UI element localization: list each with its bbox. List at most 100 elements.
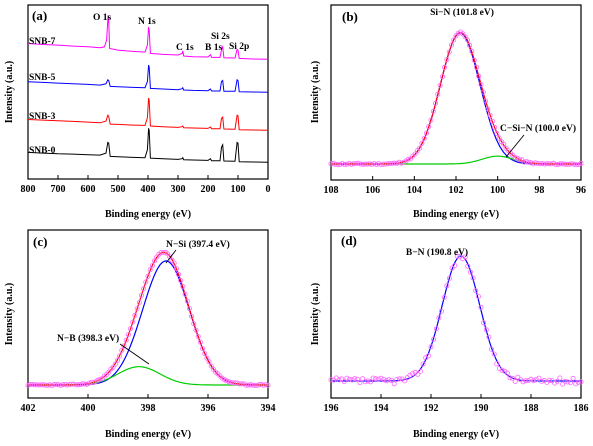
data-point — [428, 117, 434, 123]
annotation-o-1s: O 1s — [93, 13, 112, 23]
panel-a-survey-spectra: (a) Binding energy (eV) Intensity (a.u.)… — [4, 4, 271, 220]
data-point — [354, 376, 360, 382]
data-point — [335, 162, 341, 168]
data-point — [208, 363, 214, 369]
data-point — [367, 379, 373, 385]
data-point — [186, 306, 192, 312]
data-point — [471, 57, 477, 63]
data-point — [491, 351, 497, 357]
data-point — [525, 378, 531, 384]
data-point — [178, 277, 184, 283]
data-point — [375, 376, 381, 382]
data-point — [526, 159, 532, 165]
data-point — [423, 130, 429, 136]
panel-a-tick-label: 500 — [111, 184, 126, 195]
panel-a-tick-label: 200 — [201, 184, 216, 195]
data-point — [130, 319, 136, 325]
data-point — [444, 57, 450, 63]
data-point — [570, 375, 576, 381]
data-point — [507, 375, 513, 381]
panel-c-tick-label: 398 — [141, 403, 156, 414]
data-point — [451, 37, 457, 43]
data-point — [573, 381, 579, 387]
peak-label-c-si-n: C−Si−N (100.0 eV) — [500, 123, 576, 134]
annotation-c-1s: C 1s — [176, 43, 194, 53]
data-point — [533, 160, 539, 166]
data-point — [417, 145, 423, 151]
data-point — [492, 124, 498, 130]
component-curve-si-n-101-8-ev — [331, 32, 581, 165]
data-point — [145, 273, 151, 279]
data-point — [435, 91, 441, 97]
panel-a-tick-label: 600 — [81, 184, 96, 195]
panel-d-label: (d) — [341, 233, 357, 248]
data-point — [382, 161, 388, 167]
data-point — [149, 263, 155, 269]
data-point — [523, 378, 529, 384]
panel-c-tick-label: 394 — [261, 403, 276, 414]
data-point — [355, 160, 361, 166]
data-point — [449, 265, 455, 271]
data-point — [370, 375, 376, 381]
data-point — [528, 376, 534, 382]
data-point — [467, 42, 473, 48]
panel-b-tick-label: 108 — [324, 185, 339, 196]
series-line-snb-5 — [27, 64, 269, 93]
data-point — [378, 375, 384, 381]
data-point — [373, 376, 379, 382]
data-point — [330, 160, 336, 166]
data-point — [171, 260, 177, 266]
data-point — [223, 378, 229, 384]
series-label-snb-7: SNB-7 — [29, 37, 56, 47]
data-point — [367, 161, 373, 167]
data-point — [394, 377, 400, 383]
data-point — [407, 372, 413, 378]
data-point — [396, 376, 402, 382]
peak-pointer-n-si — [165, 249, 177, 264]
data-point — [431, 336, 437, 342]
data-point — [578, 160, 584, 166]
data-point — [360, 161, 366, 167]
annotation-si-2p: Si 2p — [229, 42, 249, 52]
data-point — [239, 381, 245, 387]
data-point — [425, 353, 431, 359]
panel-a-label: (a) — [32, 8, 47, 23]
data-point — [565, 379, 571, 385]
data-point — [365, 378, 371, 384]
panel-c-series-group — [25, 249, 271, 389]
data-point — [433, 326, 439, 332]
data-point — [415, 371, 421, 377]
data-point — [115, 357, 121, 363]
data-point — [189, 313, 195, 319]
data-point — [558, 161, 564, 167]
data-point — [412, 151, 418, 157]
data-point — [499, 367, 505, 373]
series-label-snb-0: SNB-0 — [29, 146, 56, 156]
panel-d-tick-label: 194 — [374, 403, 389, 414]
data-point — [482, 98, 488, 104]
panel-b-tick-label: 96 — [576, 185, 586, 196]
data-point — [383, 378, 389, 384]
data-point — [394, 160, 400, 166]
data-point — [357, 161, 363, 167]
data-point — [465, 263, 471, 269]
data-point — [117, 353, 123, 359]
panel-a-x-ticks: 800 700 600 500 400 300 200 100 0 — [21, 175, 271, 195]
panel-d-frame — [330, 229, 582, 399]
data-point — [544, 161, 550, 167]
data-point — [578, 379, 584, 385]
data-point — [167, 254, 173, 260]
annotation-si-2s: Si 2s — [211, 32, 230, 42]
data-point — [454, 253, 460, 259]
data-point — [436, 315, 442, 321]
data-point — [536, 375, 542, 381]
data-point — [206, 359, 212, 365]
data-point — [202, 351, 208, 357]
data-point — [357, 380, 363, 386]
peak-label-n-b: N−B (398.3 eV) — [57, 333, 119, 344]
data-point — [473, 288, 479, 294]
data-point — [515, 374, 521, 380]
data-point — [143, 279, 149, 285]
data-point — [539, 378, 545, 384]
peak-label-n-si: N−Si (397.4 eV) — [166, 239, 230, 250]
